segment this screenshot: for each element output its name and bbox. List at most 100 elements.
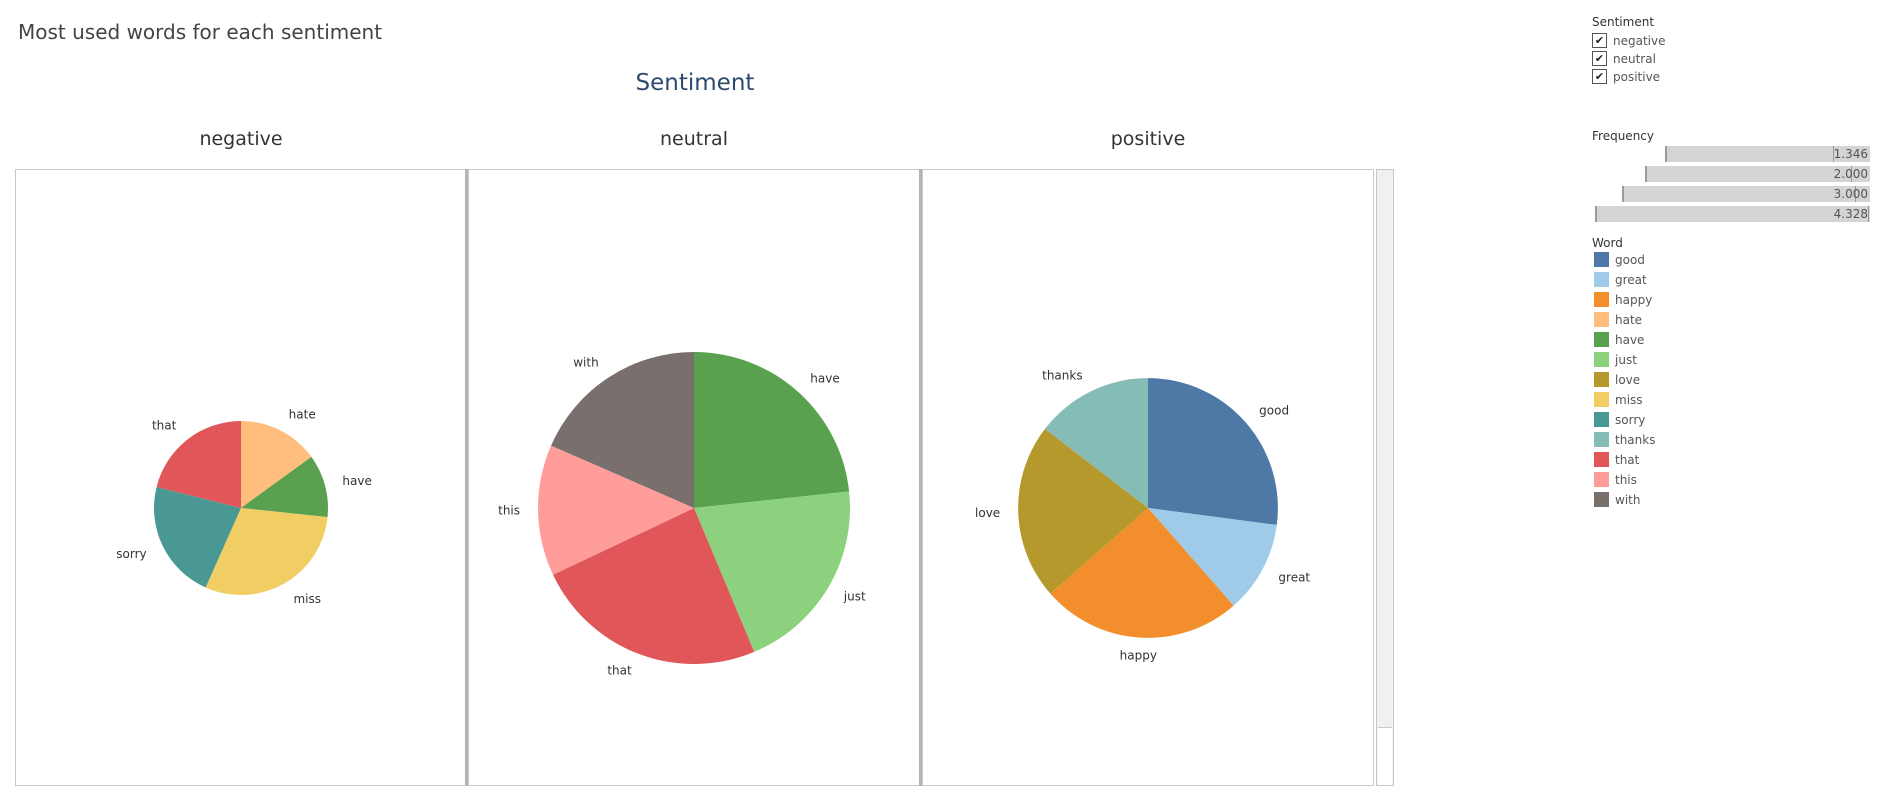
- word-legend-item-just[interactable]: just: [1594, 352, 1637, 367]
- pie-slice-neutral-just[interactable]: [694, 491, 850, 652]
- frequency-legend-row: 4.328: [1593, 206, 1870, 222]
- pie-slice-negative-have[interactable]: [241, 456, 328, 518]
- checkbox-icon[interactable]: ✔: [1592, 51, 1607, 66]
- word-legend-item-this[interactable]: this: [1594, 472, 1637, 487]
- word-legend-item-miss[interactable]: miss: [1594, 392, 1643, 407]
- color-swatch: [1594, 312, 1609, 327]
- word-legend-label: good: [1615, 252, 1645, 267]
- pie-slice-neutral-this[interactable]: [538, 445, 694, 575]
- word-legend-label: with: [1615, 492, 1641, 507]
- panel-title-negative: negative: [199, 128, 283, 150]
- frequency-value: 4.328: [1833, 207, 1868, 221]
- word-legend-item-happy[interactable]: happy: [1594, 292, 1652, 307]
- sentiment-filter-neutral[interactable]: ✔ neutral: [1592, 51, 1656, 66]
- word-legend-label: that: [1615, 452, 1640, 467]
- vertical-scrollbar[interactable]: [1376, 169, 1394, 786]
- word-legend-label: love: [1615, 372, 1641, 387]
- word-legend-item-thanks[interactable]: thanks: [1594, 432, 1655, 447]
- pie-slice-negative-miss[interactable]: [205, 508, 328, 595]
- pie-slice-positive-love[interactable]: [1018, 428, 1148, 594]
- color-swatch: [1594, 292, 1609, 307]
- pie-slice-negative-that[interactable]: [156, 421, 241, 508]
- frequency-bar: [1595, 206, 1870, 222]
- word-legend-item-love[interactable]: love: [1594, 372, 1640, 387]
- slice-label-neutral-that: that: [607, 663, 632, 677]
- slice-label-neutral-this: this: [498, 504, 520, 518]
- sentiment-filter-negative[interactable]: ✔ negative: [1592, 33, 1665, 48]
- pie-charts: hate have miss sorry that have just that this wit…: [116, 352, 1310, 677]
- slice-label-negative-that: that: [152, 418, 177, 432]
- frequency-value: 2.000: [1833, 167, 1868, 181]
- pie-slice-neutral-have[interactable]: [694, 352, 850, 508]
- color-swatch: [1594, 432, 1609, 447]
- slice-label-negative-hate: hate: [289, 407, 316, 421]
- sentiment-filter-label: neutral: [1613, 51, 1656, 66]
- word-legend-item-that[interactable]: that: [1594, 452, 1639, 467]
- pie-slice-positive-happy[interactable]: [1050, 508, 1234, 638]
- frequency-legend-title: Frequency: [1592, 129, 1654, 143]
- frequency-bar: [1645, 166, 1870, 182]
- column-header-sentiment: Sentiment: [635, 70, 755, 96]
- sentiment-filter-label: positive: [1613, 69, 1661, 84]
- pie-slice-positive-good[interactable]: [1148, 378, 1278, 525]
- color-swatch: [1594, 452, 1609, 467]
- word-legend-item-great[interactable]: great: [1594, 272, 1647, 287]
- sentiment-filter-label: negative: [1613, 33, 1666, 48]
- sentiment-legend-title: Sentiment: [1592, 15, 1655, 29]
- word-legend-item-hate[interactable]: hate: [1594, 312, 1642, 327]
- word-legend-label: thanks: [1615, 432, 1656, 447]
- sentiment-filter-positive[interactable]: ✔ positive: [1592, 69, 1660, 84]
- panel-title-neutral: neutral: [660, 128, 728, 150]
- color-swatch: [1594, 392, 1609, 407]
- slice-label-negative-have: have: [342, 474, 371, 488]
- slice-label-positive-happy: happy: [1120, 649, 1157, 663]
- color-swatch: [1594, 352, 1609, 367]
- slice-label-negative-miss: miss: [293, 592, 321, 606]
- panel-title-positive: positive: [1110, 128, 1186, 150]
- frequency-tick: [1868, 206, 1869, 222]
- panel-divider: [465, 169, 468, 786]
- pie-slice-negative-sorry[interactable]: [154, 486, 241, 588]
- frequency-tick: [1851, 166, 1852, 182]
- pie-slice-positive-great[interactable]: [1148, 508, 1277, 606]
- frequency-tick: [1833, 146, 1834, 162]
- color-swatch: [1594, 252, 1609, 267]
- pie-slice-neutral-that[interactable]: [553, 508, 755, 664]
- word-legend-item-with[interactable]: with: [1594, 492, 1640, 507]
- panel-divider: [919, 169, 922, 786]
- frequency-tick: [1855, 186, 1856, 202]
- word-legend-label: this: [1615, 472, 1637, 487]
- scrollbar-thumb[interactable]: [1378, 727, 1392, 785]
- slice-label-negative-sorry: sorry: [116, 547, 146, 561]
- word-legend-label: just: [1615, 352, 1637, 367]
- word-legend-label: hate: [1615, 312, 1643, 327]
- frequency-bar: [1622, 186, 1870, 202]
- pie-slice-negative-hate[interactable]: [241, 421, 312, 508]
- frequency-legend-row: 3.000: [1593, 186, 1870, 202]
- color-swatch: [1594, 272, 1609, 287]
- frequency-legend-row: 2.000: [1593, 166, 1870, 182]
- color-swatch: [1594, 332, 1609, 347]
- pie-slice-neutral-with[interactable]: [551, 352, 694, 508]
- frequency-legend-row: 1.346: [1593, 146, 1870, 162]
- word-legend-item-good[interactable]: good: [1594, 252, 1645, 267]
- pie-slice-positive-thanks[interactable]: [1044, 378, 1148, 508]
- word-legend-label: great: [1615, 272, 1647, 287]
- slice-label-neutral-have: have: [810, 372, 839, 386]
- frequency-bar: [1665, 146, 1870, 162]
- word-legend-label: happy: [1615, 292, 1653, 307]
- checkbox-icon[interactable]: ✔: [1592, 69, 1607, 84]
- word-legend-item-have[interactable]: have: [1594, 332, 1644, 347]
- word-legend-label: sorry: [1615, 412, 1646, 427]
- color-swatch: [1594, 412, 1609, 427]
- slice-label-positive-love: love: [975, 506, 1000, 520]
- word-legend-title: Word: [1592, 236, 1623, 250]
- word-legend-label: have: [1615, 332, 1645, 347]
- slice-label-positive-good: good: [1259, 403, 1289, 417]
- color-swatch: [1594, 372, 1609, 387]
- color-swatch: [1594, 472, 1609, 487]
- color-swatch: [1594, 492, 1609, 507]
- checkbox-icon[interactable]: ✔: [1592, 33, 1607, 48]
- dashboard-title: Most used words for each sentiment: [18, 20, 383, 44]
- word-legend-item-sorry[interactable]: sorry: [1594, 412, 1645, 427]
